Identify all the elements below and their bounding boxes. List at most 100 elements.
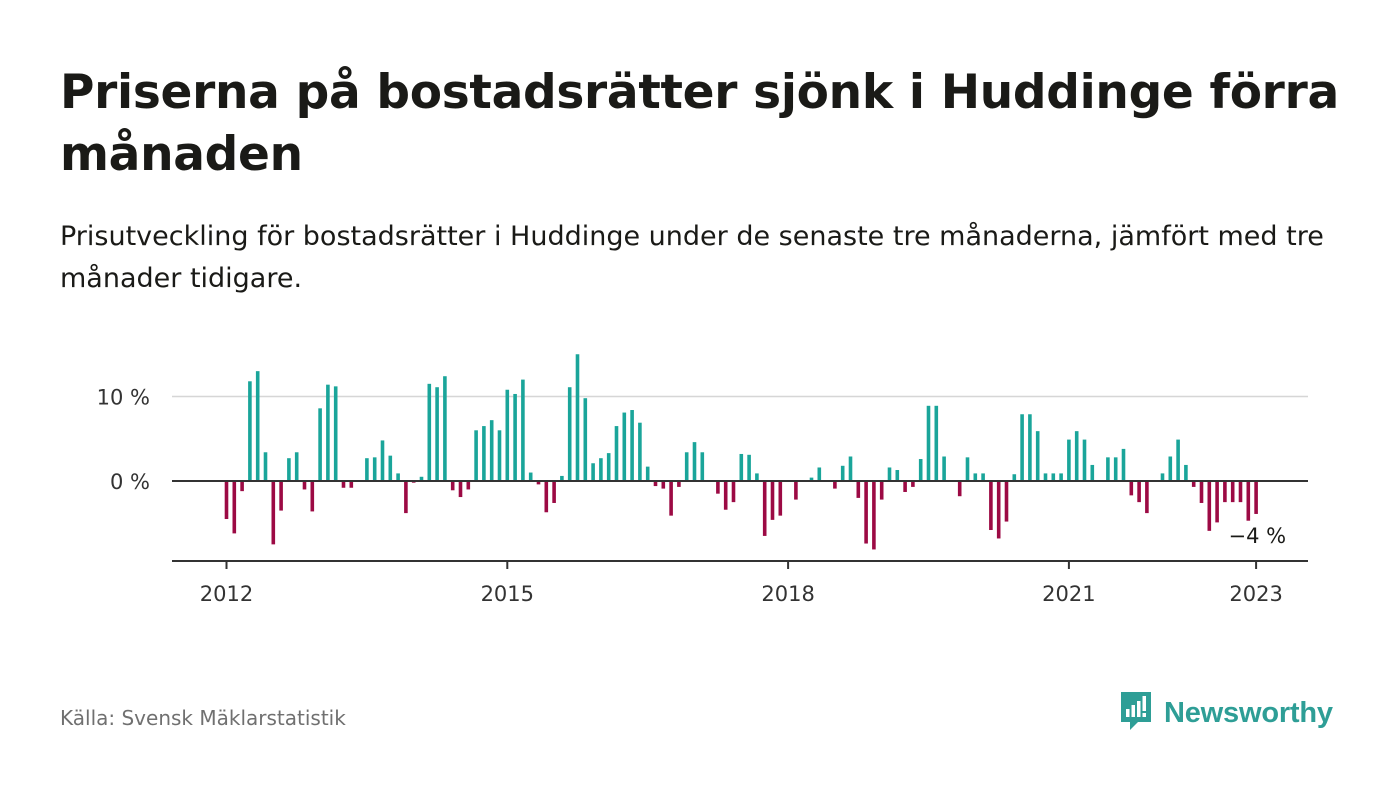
bar [606, 453, 611, 481]
bar [981, 473, 985, 481]
bar [1020, 414, 1024, 481]
bar [872, 481, 876, 550]
bar [521, 379, 525, 481]
bar [918, 459, 923, 481]
bar [895, 470, 900, 481]
bar [1145, 481, 1149, 514]
bar [973, 473, 978, 481]
bar [287, 458, 291, 482]
bar [911, 481, 915, 487]
y-tick-label: 10 % [97, 386, 150, 410]
bar [318, 408, 322, 481]
x-tick-label: 2018 [761, 582, 814, 606]
bar [224, 481, 229, 520]
bar [645, 466, 650, 481]
bar [957, 481, 962, 497]
bar [536, 481, 541, 485]
chart-title: Priserna på bostadsrätter sjönk i Huddin… [60, 65, 1339, 182]
bar [271, 481, 276, 545]
bar [560, 475, 564, 481]
brand-name: Newsworthy [1164, 696, 1333, 729]
bar [302, 481, 307, 490]
bar [333, 386, 338, 481]
bar [1012, 474, 1017, 481]
chart-subtitle: Prisutveckling för bostadsrätter i Huddi… [60, 221, 1324, 294]
bar [840, 465, 845, 481]
bar [926, 405, 931, 481]
bar [731, 481, 736, 503]
bar [466, 481, 471, 490]
bar [458, 481, 463, 498]
bar [1207, 481, 1212, 531]
bar [310, 481, 315, 512]
bar [903, 481, 907, 492]
bar [482, 426, 486, 481]
bar [372, 457, 377, 481]
bar [1184, 464, 1188, 481]
bar [1254, 481, 1258, 514]
bar [638, 422, 642, 481]
bar [809, 477, 814, 481]
x-tick-label: 2015 [481, 582, 534, 606]
bar [1199, 481, 1204, 503]
bar [388, 455, 393, 481]
bar [1238, 481, 1243, 503]
bar [450, 481, 455, 491]
bar [1191, 481, 1196, 487]
axes [172, 480, 1308, 569]
bar [1028, 414, 1032, 481]
bar [622, 412, 627, 481]
bar [279, 481, 283, 511]
bar [630, 410, 634, 481]
bar [934, 405, 939, 481]
bar [1176, 439, 1180, 481]
bar [1246, 481, 1251, 521]
bar [1051, 473, 1056, 481]
source-note: Källa: Svensk Mäklarstatistik [60, 706, 346, 730]
bar [996, 481, 1001, 539]
bar [435, 387, 439, 481]
bar [263, 452, 268, 481]
bar [396, 473, 400, 481]
bar [528, 472, 533, 481]
bar [716, 481, 720, 494]
bar [567, 387, 572, 481]
bar [747, 454, 751, 482]
bar [614, 426, 619, 481]
bar [1035, 431, 1040, 481]
bar [591, 463, 595, 481]
bar [965, 457, 970, 481]
bar [1160, 473, 1165, 481]
bar [1082, 439, 1087, 481]
bar [1137, 481, 1141, 503]
bar [1215, 481, 1219, 523]
bar [443, 376, 447, 481]
bar [1004, 481, 1009, 522]
axis-labels: 0 % 10 % 2012 2015 2018 2021 2023 −4 % [97, 386, 1286, 607]
bar [349, 481, 354, 488]
bar [326, 384, 330, 481]
bar [1074, 431, 1079, 481]
bar [544, 481, 549, 513]
bar [1223, 481, 1227, 503]
x-tick-label: 2021 [1042, 582, 1095, 606]
brand-logo[interactable]: Newsworthy [1118, 690, 1333, 736]
bar [684, 452, 689, 481]
y-tick-label: 0 % [110, 470, 150, 494]
bar [723, 481, 728, 510]
bar [762, 481, 767, 536]
bar [677, 481, 681, 487]
newsworthy-logo-icon [1118, 689, 1154, 737]
bar [505, 389, 510, 481]
bar [419, 476, 424, 481]
bar [848, 456, 853, 481]
bar-chart: 0 % 10 % 2012 2015 2018 2021 2023 −4 % [97, 354, 1308, 607]
bar [552, 481, 556, 503]
bar [599, 458, 603, 482]
last-value-label: −4 % [1229, 524, 1287, 548]
bar [380, 440, 385, 481]
bar [1059, 473, 1063, 481]
bar [653, 481, 658, 487]
bar [1121, 448, 1126, 481]
bar [817, 467, 822, 481]
